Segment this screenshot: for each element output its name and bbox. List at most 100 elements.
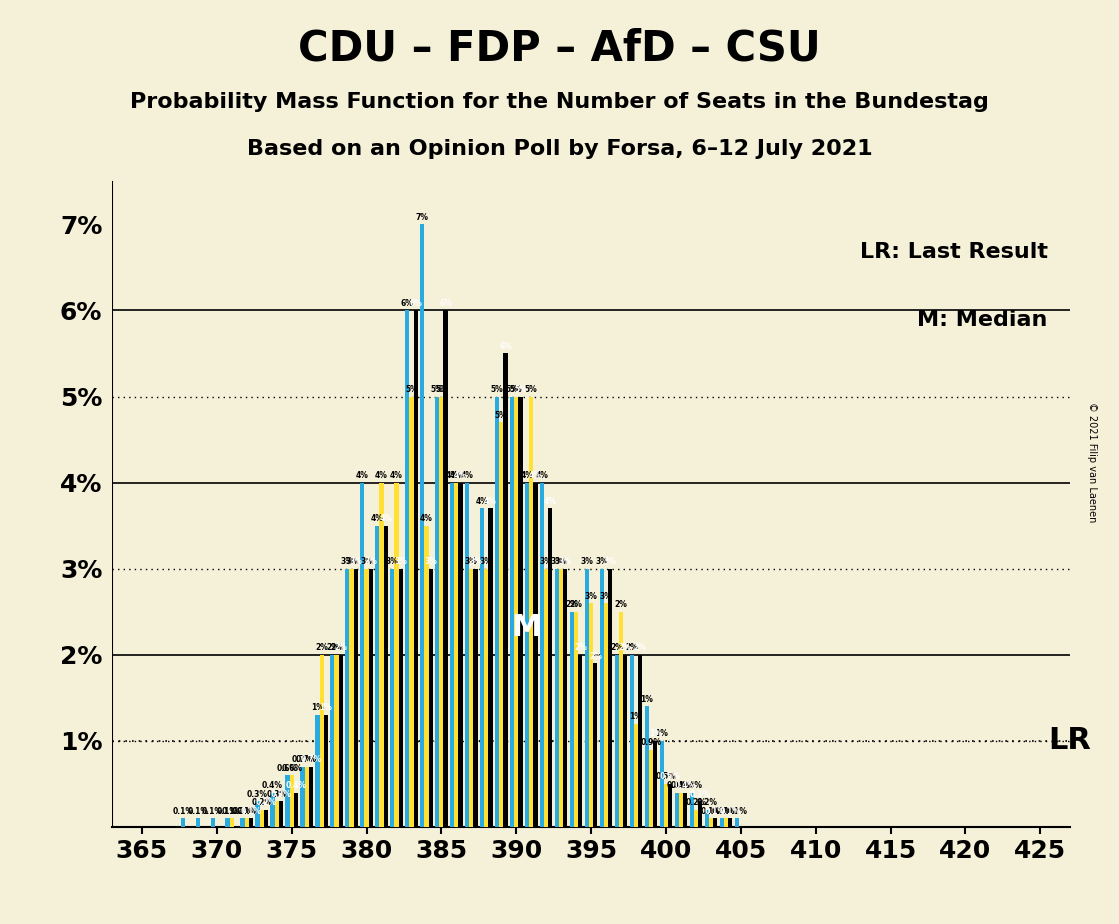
Text: 5%: 5% xyxy=(495,411,508,419)
Text: 6%: 6% xyxy=(439,298,452,308)
Text: 0.1%: 0.1% xyxy=(712,807,732,816)
Text: 0.3%: 0.3% xyxy=(689,790,711,798)
Bar xyxy=(698,801,703,827)
Text: 2%: 2% xyxy=(589,651,602,661)
Bar xyxy=(619,612,623,827)
Text: 4%: 4% xyxy=(445,471,459,480)
Text: 4%: 4% xyxy=(461,471,473,480)
Bar xyxy=(638,655,642,827)
Bar xyxy=(529,396,534,827)
Text: 4%: 4% xyxy=(420,514,433,523)
Text: 2%: 2% xyxy=(633,643,647,652)
Text: 0.2%: 0.2% xyxy=(255,798,276,808)
Text: 0.1%: 0.1% xyxy=(187,807,208,816)
Text: 3%: 3% xyxy=(349,557,363,566)
Bar xyxy=(525,482,529,827)
Text: 5%: 5% xyxy=(491,385,504,394)
Bar xyxy=(323,715,328,827)
Bar xyxy=(660,741,664,827)
Text: 3%: 3% xyxy=(341,557,354,566)
Bar xyxy=(514,396,518,827)
Text: 6%: 6% xyxy=(410,298,422,308)
Bar xyxy=(450,482,454,827)
Text: 2%: 2% xyxy=(574,643,586,652)
Bar xyxy=(320,655,323,827)
Bar xyxy=(443,310,448,827)
Bar xyxy=(614,655,619,827)
Bar xyxy=(375,526,379,827)
Text: 0.4%: 0.4% xyxy=(670,781,692,790)
Bar xyxy=(424,526,429,827)
Text: 1%: 1% xyxy=(649,729,661,738)
Bar xyxy=(260,809,264,827)
Text: LR: LR xyxy=(1047,726,1091,756)
Bar xyxy=(645,707,649,827)
Text: 0.3%: 0.3% xyxy=(266,790,288,798)
Bar xyxy=(309,767,313,827)
Text: 2%: 2% xyxy=(614,601,628,609)
Bar xyxy=(504,354,508,827)
Bar xyxy=(225,819,229,827)
Text: 0.5%: 0.5% xyxy=(656,772,676,782)
Bar xyxy=(579,655,582,827)
Bar xyxy=(593,663,598,827)
Text: 5%: 5% xyxy=(435,385,448,394)
Bar xyxy=(454,482,459,827)
Bar xyxy=(480,508,485,827)
Text: 1%: 1% xyxy=(630,712,642,721)
Bar xyxy=(574,612,579,827)
Text: 2%: 2% xyxy=(570,601,583,609)
Text: M: M xyxy=(511,613,542,642)
Bar xyxy=(510,396,514,827)
Text: 4%: 4% xyxy=(454,471,467,480)
Bar xyxy=(560,569,563,827)
Text: 0.1%: 0.1% xyxy=(705,807,725,816)
Text: 0.1%: 0.1% xyxy=(232,807,253,816)
Text: 0.7%: 0.7% xyxy=(292,755,313,764)
Bar xyxy=(485,569,488,827)
Bar xyxy=(316,715,320,827)
Text: 6%: 6% xyxy=(499,342,511,351)
Text: 0.4%: 0.4% xyxy=(681,781,703,790)
Bar xyxy=(630,655,634,827)
Text: 0.3%: 0.3% xyxy=(271,790,291,798)
Bar xyxy=(585,569,589,827)
Text: 7%: 7% xyxy=(416,213,429,222)
Bar xyxy=(241,819,245,827)
Bar xyxy=(300,767,304,827)
Bar xyxy=(488,508,492,827)
Text: 4%: 4% xyxy=(544,497,557,505)
Text: 0.7%: 0.7% xyxy=(300,755,321,764)
Bar xyxy=(604,603,609,827)
Text: 4%: 4% xyxy=(450,471,463,480)
Text: 0.3%: 0.3% xyxy=(247,790,269,798)
Text: 3%: 3% xyxy=(604,557,617,566)
Bar xyxy=(180,819,185,827)
Bar xyxy=(649,749,653,827)
Text: 3%: 3% xyxy=(581,557,593,566)
Text: 2%: 2% xyxy=(565,601,579,609)
Bar xyxy=(255,801,260,827)
Bar xyxy=(466,482,469,827)
Bar xyxy=(634,723,638,827)
Text: 6%: 6% xyxy=(401,298,414,308)
Bar xyxy=(271,793,274,827)
Bar xyxy=(210,819,215,827)
Bar xyxy=(349,569,354,827)
Bar xyxy=(664,784,668,827)
Bar xyxy=(713,819,717,827)
Text: 5%: 5% xyxy=(514,385,527,394)
Bar xyxy=(473,569,478,827)
Text: 3%: 3% xyxy=(345,557,358,566)
Bar xyxy=(563,569,567,827)
Text: 4%: 4% xyxy=(379,514,392,523)
Bar xyxy=(290,775,294,827)
Bar xyxy=(728,819,732,827)
Bar xyxy=(414,310,417,827)
Text: 2%: 2% xyxy=(611,643,623,652)
Bar xyxy=(440,396,443,827)
Bar xyxy=(279,801,283,827)
Text: 3%: 3% xyxy=(394,557,407,566)
Bar xyxy=(264,809,269,827)
Bar xyxy=(589,603,593,827)
